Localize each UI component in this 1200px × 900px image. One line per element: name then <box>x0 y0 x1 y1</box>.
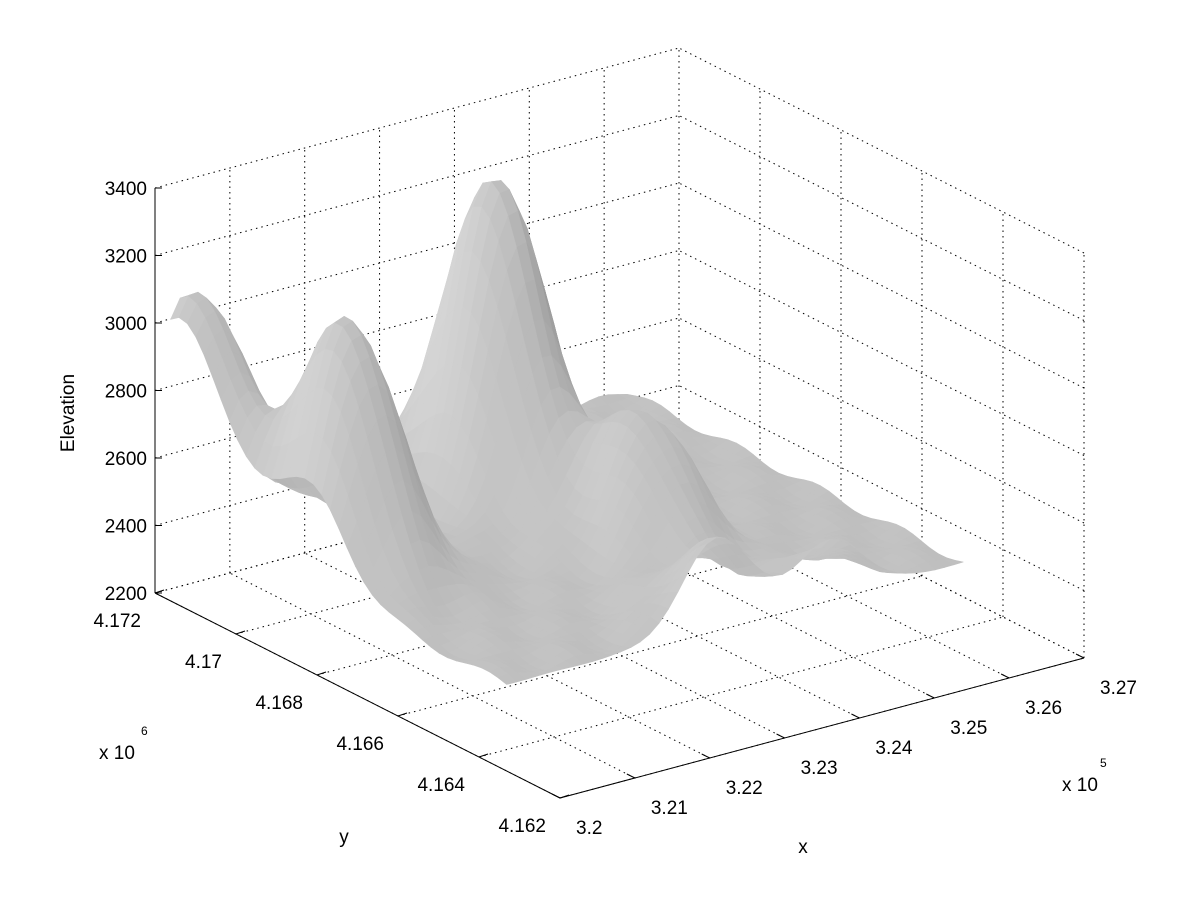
x-axis <box>559 657 1085 799</box>
y-tick-label: 4.166 <box>336 734 384 755</box>
x-tick-mark <box>851 713 860 719</box>
x-tick-label: 3.23 <box>801 758 838 779</box>
y-tick-label: 4.168 <box>255 693 303 714</box>
grid-line <box>678 182 1085 389</box>
y-tick-label: 4.164 <box>417 775 465 796</box>
z-tick-label: 3200 <box>105 247 147 268</box>
x-tick-label: 3.27 <box>1100 678 1137 699</box>
x-multiplier: x 10 <box>1062 775 1098 796</box>
grid-line <box>678 385 1085 591</box>
x-tick-mark <box>701 753 710 759</box>
x-tick-mark <box>626 773 636 779</box>
z-tick-label: 2600 <box>105 449 147 470</box>
surface-patch <box>497 673 517 685</box>
x-tick-label: 3.26 <box>1025 698 1062 719</box>
grid-line <box>603 472 1010 679</box>
y-tick-label: 4.172 <box>93 611 141 632</box>
x-tick-mark <box>926 693 935 699</box>
y-axis-title: y <box>339 827 349 848</box>
x-tick-label: 3.2 <box>576 818 602 839</box>
z-tick-label: 2400 <box>105 517 147 538</box>
y-tick-label: 4.162 <box>498 816 546 837</box>
grid-line <box>154 115 680 256</box>
x-tick-mark <box>1000 673 1010 679</box>
y-axis <box>154 592 561 799</box>
grid-line <box>529 492 935 699</box>
grid-line <box>229 572 636 779</box>
grid-line <box>678 250 1085 456</box>
grid-line <box>154 47 680 189</box>
y-multiplier-exp: 6 <box>141 724 148 738</box>
grid-line <box>478 616 1004 758</box>
x-tick-label: 3.24 <box>875 738 912 759</box>
elevation-surface <box>170 180 964 685</box>
x-tick-label: 3.25 <box>950 718 987 739</box>
y-tick-mark <box>235 630 246 635</box>
y-tick-mark <box>316 671 327 676</box>
z-tick-label: 2800 <box>105 382 147 403</box>
y-tick-label: 4.17 <box>185 652 222 673</box>
grid-line <box>678 47 1085 254</box>
x-multiplier-exp: 5 <box>1100 756 1107 770</box>
z-tick-label: 2200 <box>105 584 147 605</box>
x-tick-mark <box>1075 653 1085 659</box>
x-tick-mark <box>776 733 785 739</box>
y-tick-mark <box>559 794 570 799</box>
y-tick-mark <box>154 589 165 594</box>
grid-line <box>154 250 680 391</box>
grid-line <box>678 115 1085 321</box>
z-tick-label: 3000 <box>105 314 147 335</box>
y-tick-mark <box>478 753 489 758</box>
grid-line <box>678 317 1085 524</box>
x-tick-label: 3.21 <box>651 798 688 819</box>
z-axis-title: Elevation <box>58 374 79 452</box>
y-tick-mark <box>397 712 408 717</box>
x-axis-title: x <box>798 837 808 858</box>
axis-labels: 2200 2400 2600 2800 3000 3200 3400 3.2 3.21 3.22 3… <box>58 179 1137 858</box>
x-tick-mark <box>551 793 561 799</box>
grid-line <box>154 182 680 324</box>
x-tick-label: 3.22 <box>726 778 763 799</box>
grid-line <box>397 575 923 717</box>
z-tick-label: 3400 <box>105 179 147 200</box>
y-multiplier: x 10 <box>99 743 135 764</box>
grid-line <box>154 317 680 459</box>
